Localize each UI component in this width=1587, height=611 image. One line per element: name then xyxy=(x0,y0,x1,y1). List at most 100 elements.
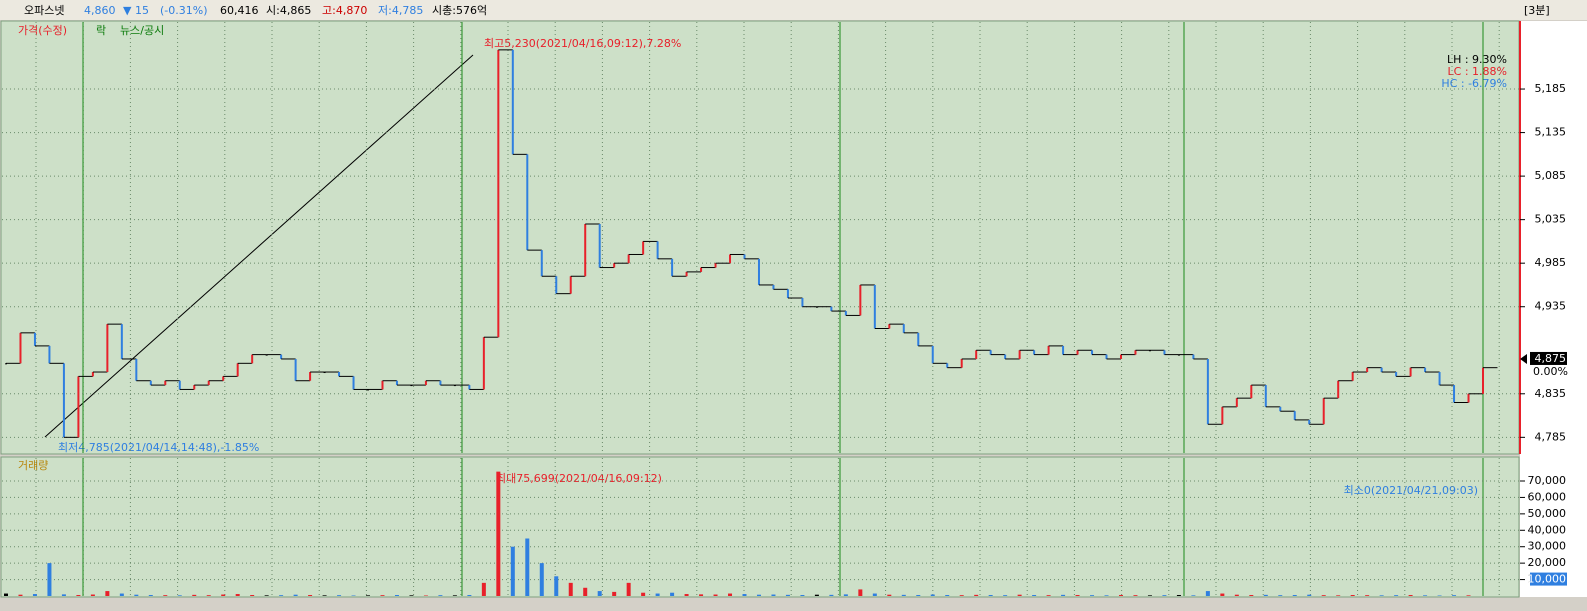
volume-bar xyxy=(656,594,660,596)
volume-bar xyxy=(91,595,95,596)
y-tick-label: 5,135 xyxy=(1535,126,1567,139)
stock-name: 오파스넷 xyxy=(24,4,64,17)
volume-bar xyxy=(18,595,22,596)
change-pct: (-0.31%) xyxy=(160,4,208,17)
y-tick-label: 5,035 xyxy=(1535,213,1567,226)
volume-bar xyxy=(511,547,515,596)
volume-bar xyxy=(1264,595,1268,596)
current-label: 10,000 xyxy=(1528,573,1567,586)
volume-bar xyxy=(120,594,124,596)
volume-bar xyxy=(858,589,862,596)
current-pct: 0.00% xyxy=(1533,365,1568,378)
volume-bar xyxy=(1162,595,1166,596)
y-tick-label: 5,085 xyxy=(1535,169,1567,182)
volume-bar xyxy=(1235,595,1239,596)
volume-bar xyxy=(844,594,848,596)
volume-bar xyxy=(612,592,616,596)
volume-bar xyxy=(1105,595,1109,596)
volume-bar xyxy=(540,563,544,596)
volume-bar xyxy=(583,588,587,596)
volume-bar xyxy=(33,594,37,596)
volume-bar xyxy=(1351,595,1355,596)
current-label: 4,875 xyxy=(1535,352,1567,365)
volume-bar xyxy=(829,595,833,596)
volume-bar xyxy=(1191,595,1195,596)
volume-bar xyxy=(989,595,993,596)
legend-item: 락 xyxy=(96,24,106,37)
volume-bar xyxy=(163,595,167,596)
volume-bar xyxy=(496,472,500,596)
volume-bar xyxy=(482,583,486,596)
y-tick-label: 40,000 xyxy=(1528,523,1567,536)
volume-bar xyxy=(192,595,196,596)
volume-bar xyxy=(1133,595,1137,596)
volume-bar xyxy=(1380,595,1384,596)
volume-bar xyxy=(395,595,399,596)
y-tick-label: 20,000 xyxy=(1528,556,1567,569)
volume-bar xyxy=(366,595,370,596)
volume-bar xyxy=(670,593,674,596)
volume-bar xyxy=(699,594,703,596)
volume-bar xyxy=(1365,595,1369,596)
volume-bar xyxy=(1177,595,1181,596)
interval[interactable]: [3분] xyxy=(1524,4,1550,17)
y-tick-label: 4,985 xyxy=(1535,256,1567,269)
volume-bar xyxy=(1467,595,1471,596)
y-tick-label: 4,835 xyxy=(1535,387,1567,400)
volume-bar xyxy=(685,594,689,596)
volume-bar xyxy=(641,593,645,596)
price-panel xyxy=(1,21,1519,454)
volume-bar xyxy=(308,595,312,596)
low: 저:4,785 xyxy=(378,4,423,17)
volume-bar xyxy=(47,563,51,596)
volume-bar xyxy=(265,595,269,596)
volume-bar xyxy=(453,595,457,596)
volume-bar xyxy=(178,595,182,596)
volume-bar xyxy=(4,594,8,596)
volume-bar xyxy=(149,595,153,596)
low-annotation: 최저4,785(2021/04/14,14:48),-1.85% xyxy=(58,441,259,454)
volume-bar xyxy=(1047,595,1051,596)
volume-bar xyxy=(974,595,978,596)
market-cap: 시총:576억 xyxy=(432,4,487,17)
volume-legend: 거래량 xyxy=(18,459,48,472)
volume: 60,416 xyxy=(220,4,259,17)
y-tick-label: 60,000 xyxy=(1528,490,1567,503)
volume-bar xyxy=(105,591,109,596)
volume-bar xyxy=(250,595,254,596)
min-annotation: 최소0(2021/04/21,09:03) xyxy=(1344,484,1478,497)
legend-item: 뉴스/공시 xyxy=(120,24,164,37)
volume-bar xyxy=(728,594,732,596)
volume-bar xyxy=(1423,595,1427,596)
change: ▼ 15 xyxy=(123,4,149,17)
volume-bar xyxy=(945,595,949,596)
volume-bar xyxy=(902,595,906,596)
volume-bar xyxy=(1336,595,1340,596)
volume-bar xyxy=(1018,595,1022,596)
volume-bar xyxy=(380,595,384,596)
volume-bar xyxy=(931,595,935,596)
y-tick-label: 4,785 xyxy=(1535,430,1567,443)
volume-bar xyxy=(323,595,327,596)
volume-bar xyxy=(1452,595,1456,596)
volume-bar xyxy=(627,583,631,596)
y-tick-label: 5,185 xyxy=(1535,82,1567,95)
volume-bar xyxy=(1394,595,1398,596)
volume-bar xyxy=(1409,595,1413,596)
volume-bar xyxy=(598,591,602,596)
volume-bar xyxy=(887,595,891,596)
y-tick-label: 4,935 xyxy=(1535,300,1567,313)
volume-bar xyxy=(221,595,225,596)
volume-bar xyxy=(815,595,819,596)
volume-bar xyxy=(1003,595,1007,596)
volume-bar xyxy=(62,594,66,596)
volume-bar xyxy=(873,594,877,596)
volume-panel xyxy=(1,457,1519,597)
volume-bar xyxy=(1293,595,1297,596)
volume-bar xyxy=(337,595,341,596)
volume-bar xyxy=(1148,595,1152,596)
volume-bar xyxy=(207,595,211,596)
volume-bar xyxy=(1061,595,1065,596)
volume-bar xyxy=(960,595,964,596)
y-tick-label: 70,000 xyxy=(1528,474,1567,487)
